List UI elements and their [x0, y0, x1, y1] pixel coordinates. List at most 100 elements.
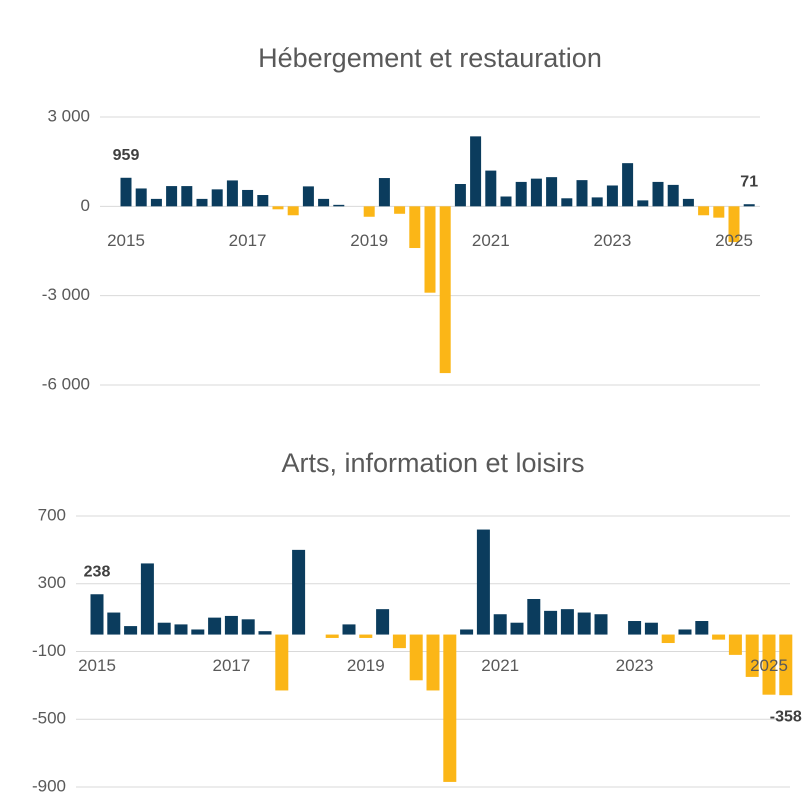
bar — [779, 634, 793, 696]
bar — [211, 189, 223, 207]
bar — [606, 185, 618, 207]
x-tick-label: 2021 — [472, 231, 510, 250]
bar — [166, 186, 178, 207]
bar — [257, 195, 269, 207]
bar — [546, 177, 558, 207]
bar — [500, 196, 512, 207]
bar — [591, 197, 603, 207]
bar — [342, 624, 356, 635]
bar — [424, 206, 436, 293]
bar — [363, 206, 375, 217]
x-tick-label: 2015 — [78, 656, 116, 675]
y-tick-label: -3 000 — [42, 285, 90, 304]
bar — [120, 177, 132, 207]
chart-title: Hébergement et restauration — [258, 43, 602, 73]
bar — [544, 610, 558, 635]
bar — [515, 181, 527, 207]
bar — [560, 609, 574, 635]
bar — [762, 634, 776, 695]
bar — [682, 198, 694, 207]
y-tick-label: -100 — [32, 641, 66, 660]
bar — [667, 184, 679, 207]
bar — [258, 631, 272, 635]
x-tick-label: 2021 — [481, 656, 519, 675]
bar — [460, 629, 474, 635]
data-label: 71 — [740, 173, 758, 190]
bar — [576, 180, 588, 207]
x-tick-label: 2017 — [212, 656, 250, 675]
y-tick-label: 300 — [38, 573, 66, 592]
x-tick-label: 2025 — [715, 231, 753, 250]
x-tick-label: 2017 — [229, 231, 267, 250]
data-label: 238 — [84, 563, 111, 580]
bar — [485, 170, 497, 207]
bar — [678, 629, 692, 635]
bar — [594, 614, 608, 635]
bar — [242, 189, 254, 207]
bar — [652, 181, 664, 207]
bar — [325, 634, 339, 638]
bar — [333, 204, 345, 207]
bar — [577, 612, 591, 635]
bar — [454, 184, 466, 207]
bar — [287, 206, 299, 216]
bar — [743, 204, 755, 207]
bar — [510, 622, 524, 635]
bar — [135, 188, 147, 207]
bar — [302, 186, 314, 207]
x-tick-label: 2023 — [593, 231, 631, 250]
bar — [426, 634, 440, 691]
bar — [527, 598, 541, 635]
y-tick-label: 700 — [38, 505, 66, 524]
bar — [637, 200, 649, 207]
bar — [476, 529, 490, 635]
data-label: -358 — [770, 708, 802, 725]
bar — [359, 634, 373, 638]
bar — [107, 612, 121, 635]
bar — [728, 206, 740, 243]
bar — [728, 634, 742, 655]
bar — [376, 609, 390, 635]
x-tick-label: 2025 — [750, 656, 788, 675]
bar — [191, 629, 205, 635]
bar — [530, 178, 542, 207]
bar — [208, 617, 222, 635]
bar — [661, 634, 675, 644]
bar — [226, 180, 238, 207]
data-label: 959 — [113, 147, 140, 164]
bar — [409, 206, 421, 249]
bar — [628, 621, 642, 635]
bar — [174, 624, 188, 635]
bar — [745, 634, 759, 677]
bar — [443, 634, 457, 782]
bar — [157, 622, 171, 635]
y-tick-label: 0 — [81, 196, 90, 215]
x-tick-label: 2019 — [350, 231, 388, 250]
bar — [622, 163, 634, 207]
bar — [196, 198, 208, 207]
x-tick-label: 2015 — [107, 231, 145, 250]
y-tick-label: -6 000 — [42, 374, 90, 393]
x-tick-label: 2023 — [616, 656, 654, 675]
bar — [713, 206, 725, 218]
bar — [140, 563, 154, 635]
bar — [394, 206, 406, 214]
bar — [241, 619, 255, 635]
bar — [409, 634, 423, 681]
y-tick-label: -500 — [32, 709, 66, 728]
bar — [90, 594, 104, 635]
bar — [150, 198, 162, 207]
bar — [378, 178, 390, 207]
bar — [224, 615, 238, 635]
bar — [318, 198, 330, 207]
bar — [181, 186, 193, 207]
x-tick-label: 2019 — [347, 656, 385, 675]
bar — [644, 622, 658, 635]
bar — [392, 634, 406, 649]
chart-title: Arts, information et loisirs — [281, 448, 584, 478]
bar — [561, 198, 573, 207]
bar — [275, 634, 289, 691]
bar — [698, 206, 710, 216]
bar — [470, 136, 482, 207]
